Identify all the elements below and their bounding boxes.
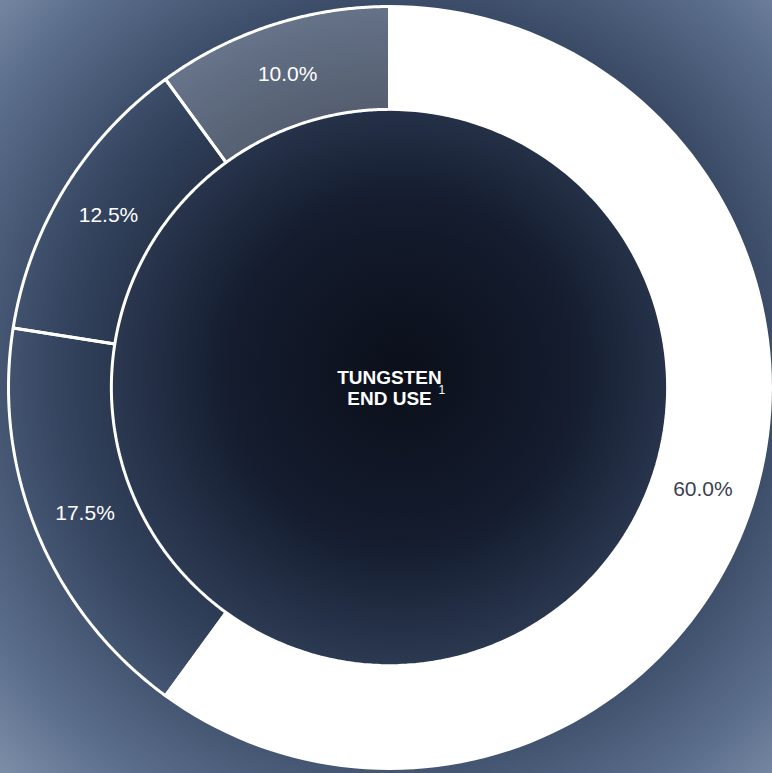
svg-text:60.0%: 60.0%	[673, 477, 733, 500]
svg-text:TUNGSTENEND USE: TUNGSTENEND USE	[337, 367, 442, 410]
svg-text:1: 1	[438, 383, 445, 397]
svg-text:17.5%: 17.5%	[55, 501, 115, 524]
svg-text:12.5%: 12.5%	[79, 203, 139, 226]
svg-text:10.0%: 10.0%	[258, 62, 318, 85]
